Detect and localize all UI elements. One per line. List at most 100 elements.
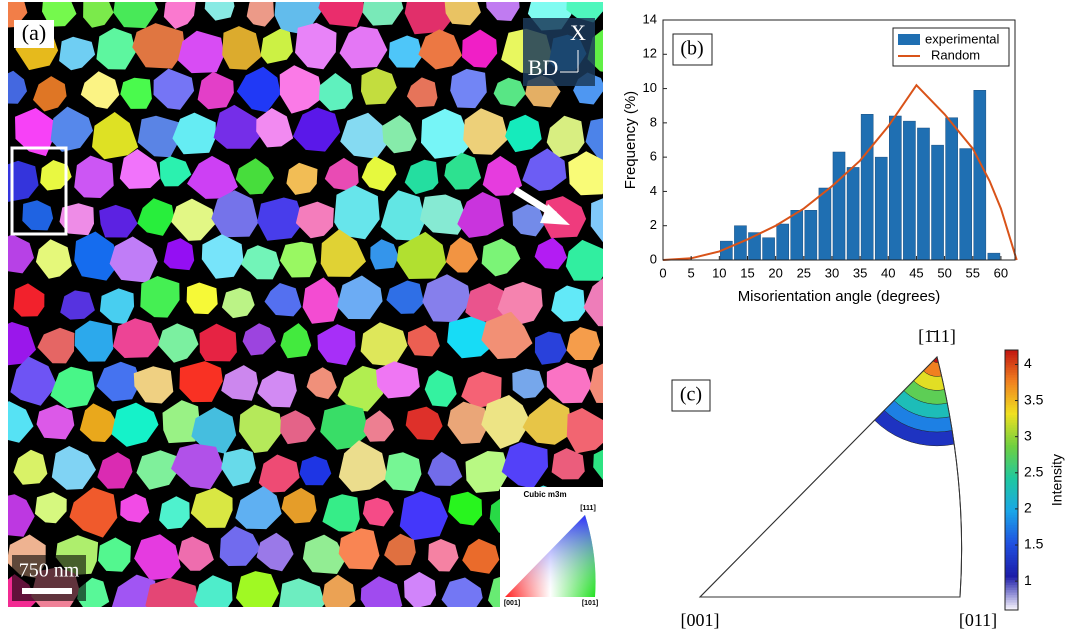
grain [59, 36, 96, 71]
bar [846, 167, 860, 261]
colorbar-cell [1005, 484, 1018, 488]
grain [113, 2, 159, 29]
colorbar-cell [1005, 387, 1018, 391]
ipf-outline [698, 356, 963, 598]
grain [481, 311, 533, 359]
grain [465, 451, 510, 493]
colorbar-cell [1005, 374, 1018, 378]
grain [551, 448, 585, 480]
grain [384, 533, 416, 566]
colorbar-cell [1005, 384, 1018, 388]
colorbar-tick-label: 2.5 [1024, 463, 1044, 479]
colorbar-cell [1005, 377, 1018, 381]
colorbar-cell [1005, 402, 1018, 406]
colorbar-cell [1005, 472, 1018, 476]
colorbar-cell [1005, 409, 1018, 413]
colorbar-cell [1005, 487, 1018, 491]
colorbar-cell [1005, 494, 1018, 498]
grain [376, 361, 420, 399]
grain [280, 410, 316, 445]
x-tick-label: 35 [853, 265, 867, 280]
grain [486, 2, 520, 21]
colorbar-cell [1005, 397, 1018, 401]
colorbar-cell [1005, 589, 1018, 593]
grain [424, 370, 457, 407]
grain [338, 528, 380, 570]
grain [318, 2, 364, 28]
colorbar-cell [1005, 424, 1018, 428]
colorbar-frame [1004, 349, 1019, 611]
grain [145, 577, 200, 607]
ebsd-map: (a) X BD 750 nm Cubic m3m [111] [001] [1… [8, 2, 603, 607]
colorbar-cell [1005, 457, 1018, 461]
grain [360, 576, 403, 607]
grain [428, 539, 459, 572]
grain [339, 26, 388, 69]
ipf-panel: [001] [011] [1̄11] (c) 1 1.5 2 2.5 3 3.5 4 Intensit… [671, 326, 1065, 630]
grain [241, 245, 280, 280]
colorbar-cell [1005, 517, 1018, 521]
grain [99, 288, 135, 325]
grain [361, 68, 397, 105]
vertex-label: [011] [959, 610, 997, 630]
colorbar-cell [1005, 587, 1018, 591]
grain [8, 160, 39, 202]
colorbar-cell [1005, 429, 1018, 433]
colorbar-cell [1005, 349, 1018, 353]
grain [404, 159, 439, 195]
y-tick-label: 14 [643, 11, 657, 26]
colorbar-cell [1005, 482, 1018, 486]
colorbar-cell [1005, 399, 1018, 403]
bar [832, 151, 846, 261]
grain [320, 229, 366, 277]
grain [172, 112, 216, 155]
key-title: Cubic m3m [523, 490, 566, 499]
grain [236, 571, 279, 607]
grain [404, 571, 437, 607]
grain [299, 456, 332, 486]
grain [199, 323, 237, 362]
colorbar-cell [1005, 419, 1018, 423]
colorbar-cell [1005, 452, 1018, 456]
grain [162, 400, 200, 444]
grain [338, 440, 388, 492]
colorbar-cell [1005, 529, 1018, 533]
bar [776, 223, 789, 261]
grain [583, 278, 603, 327]
grain [37, 327, 75, 364]
x-tick-label: 45 [909, 265, 923, 280]
grain [50, 366, 95, 409]
grain [8, 494, 35, 537]
bar [917, 127, 930, 261]
grain [256, 532, 294, 572]
colorbar-cell [1005, 359, 1018, 363]
grain [204, 2, 235, 21]
bar [959, 148, 973, 261]
colorbar-label: Intensity [1049, 454, 1065, 506]
axes-box [523, 18, 595, 86]
grain [197, 71, 234, 110]
grain [120, 493, 150, 523]
grain [278, 578, 325, 607]
grain [242, 323, 276, 356]
colorbar-cell [1005, 504, 1018, 508]
grain [281, 487, 317, 524]
grain [34, 492, 67, 524]
bar [889, 115, 902, 261]
x-tick-label: 10 [712, 265, 726, 280]
y-tick-label: 2 [650, 217, 657, 232]
grain [15, 108, 57, 157]
grain [92, 112, 139, 160]
colorbar-cell [1005, 514, 1018, 518]
grain [190, 487, 233, 528]
panel-label-box [671, 379, 711, 412]
grain [286, 162, 318, 195]
colorbar-cell [1005, 437, 1018, 441]
colorbar-cell [1005, 497, 1018, 501]
colorbar-cell [1005, 547, 1018, 551]
colorbar-cell [1005, 507, 1018, 511]
colorbar-tick-label: 3.5 [1024, 391, 1044, 407]
grain [96, 27, 136, 70]
grain [257, 370, 297, 408]
grain [33, 76, 67, 112]
